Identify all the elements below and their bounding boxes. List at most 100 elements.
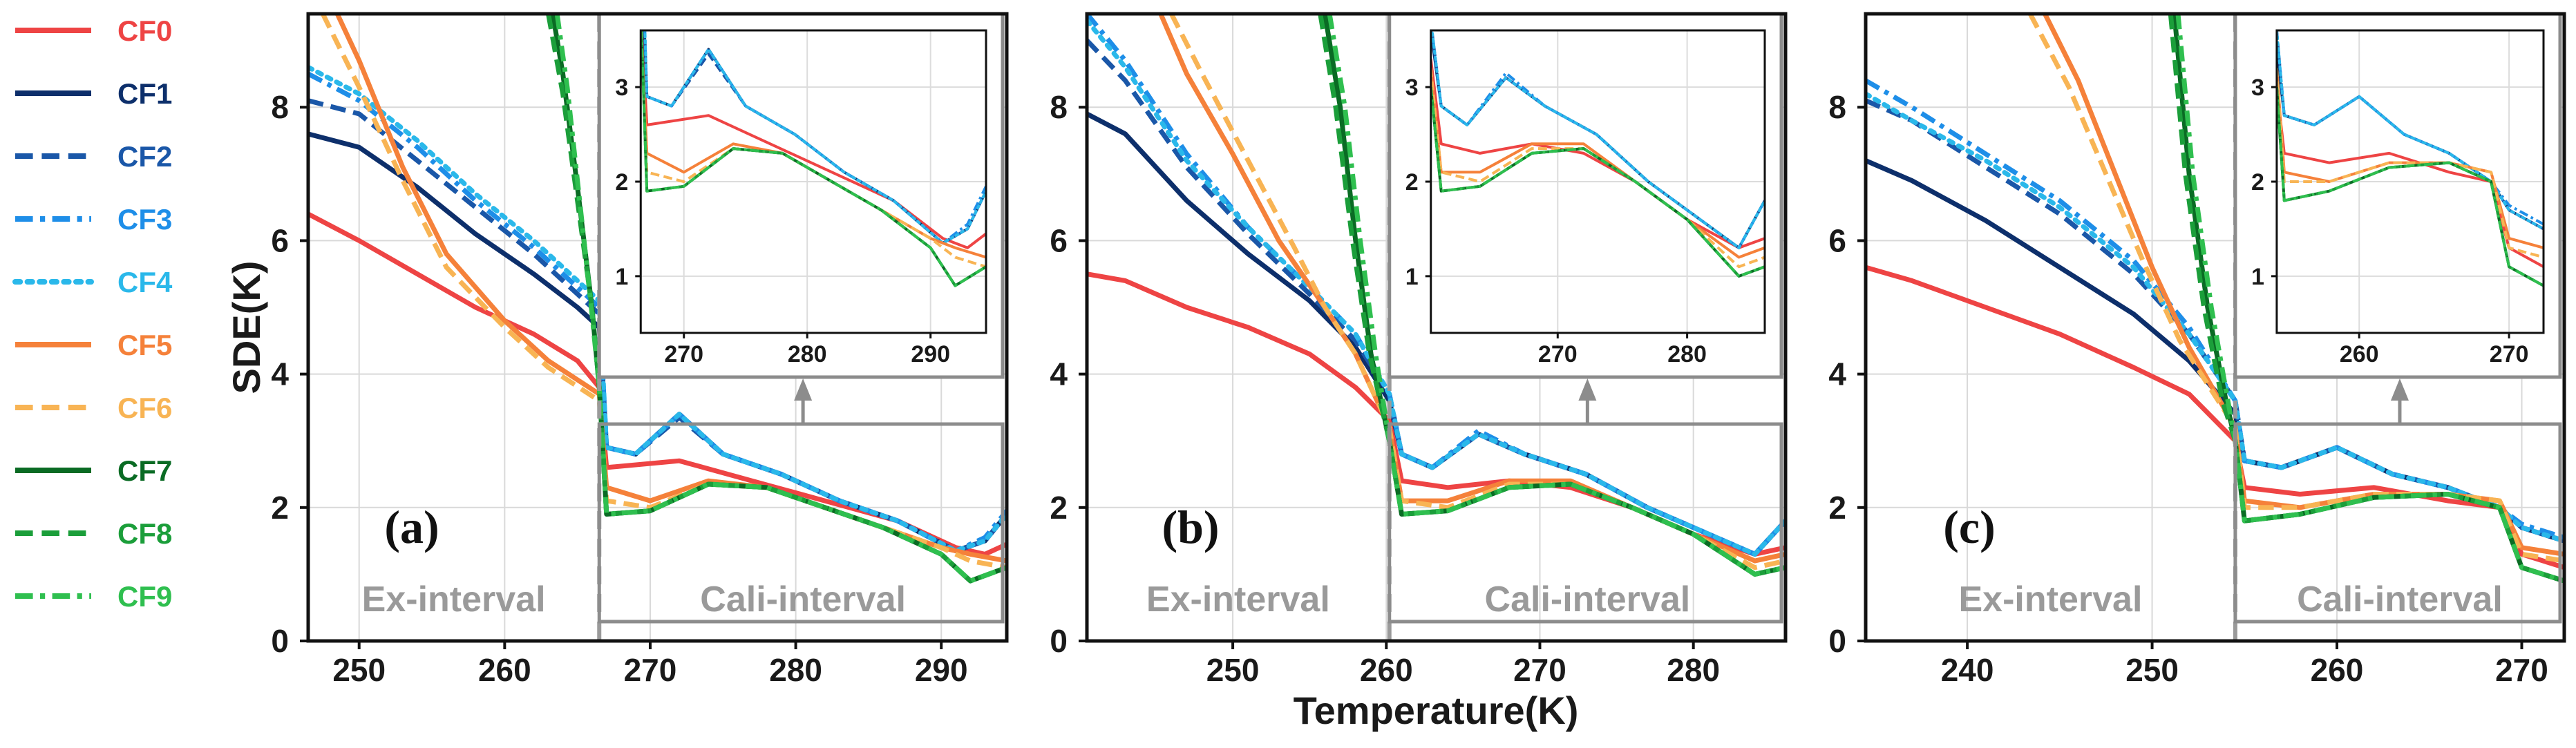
inset-y-tick-label: 3 — [615, 75, 628, 101]
x-tick-label: 260 — [2311, 652, 2364, 688]
series-line-cf2 — [308, 98, 1007, 554]
x-tick-label: 270 — [2495, 652, 2548, 688]
y-tick-label: 2 — [1050, 490, 1068, 526]
inset-y-tick-label: 2 — [2251, 169, 2264, 195]
legend-label-cf3: CF3 — [117, 203, 172, 236]
y-tick-label: 6 — [1828, 222, 1846, 258]
series-line-cf9 — [1327, 14, 1786, 577]
inset-y-tick-label: 1 — [615, 264, 628, 290]
inset-y-tick-label: 2 — [1405, 169, 1419, 195]
x-axis-title: Temperature(K) — [1294, 689, 1579, 732]
inset: 270 280 1 2 3 — [1405, 29, 1766, 367]
x-tick-label: 290 — [915, 652, 968, 688]
panel-label: (b) — [1162, 501, 1219, 553]
cali-interval-box — [1388, 422, 1783, 624]
inset-x-tick-label: 260 — [2340, 341, 2379, 367]
legend-label-cf6: CF6 — [117, 392, 172, 424]
inset-y-tick-label: 2 — [615, 169, 628, 195]
series-line-cf9 — [554, 14, 1007, 584]
inset-x-tick-label: 270 — [2490, 341, 2529, 367]
inset-series-line-cf4 — [1430, 30, 1765, 249]
y-tick-label: 8 — [271, 89, 289, 125]
inset-series-line-cf0 — [641, 30, 986, 249]
y-tick-label: 6 — [1050, 222, 1068, 258]
inset-series-line-cf4 — [643, 30, 986, 244]
inset-x-tick-label: 290 — [911, 341, 950, 367]
series-group — [1087, 14, 1786, 577]
cali-interval-label: Cali-interval — [2297, 579, 2503, 620]
inset-series-line-cf0 — [1430, 58, 1765, 249]
inset-series-line-cf4 — [2276, 30, 2544, 231]
inset-series-line-cf6 — [2276, 68, 2544, 259]
x-tick-label: 280 — [1667, 652, 1720, 688]
cali-interval-box — [2233, 422, 2562, 624]
legend-label-cf2: CF2 — [117, 140, 172, 173]
inset-series-line-cf8 — [1430, 86, 1765, 278]
panel-a: Ex-interval Cali-interval(a)270 280 2901232… — [271, 12, 1009, 688]
inset: 260 270 1 2 3 — [2251, 29, 2545, 367]
inset-x-tick-label: 270 — [664, 341, 703, 367]
legend: CF0 CF1 CF2 CF3 CF4 CF5 CF6 CF7 CF8 CF9 — [12, 15, 173, 613]
plot-frame — [1085, 12, 1788, 643]
ex-interval-label: Ex-interval — [1959, 579, 2143, 620]
inset-outer-frame — [597, 12, 1005, 379]
series-line-cf8 — [2168, 14, 2564, 584]
inset-y-tick-label: 3 — [2251, 75, 2264, 101]
inset-outer-frame — [2233, 12, 2562, 379]
ex-interval-label: Ex-interval — [1146, 579, 1330, 620]
inset-y-tick-label: 1 — [1405, 264, 1419, 290]
cali-interval-label: Cali-interval — [1485, 579, 1691, 620]
y-tick-label: 8 — [1050, 89, 1068, 125]
inset-series-line-cf9 — [2276, 86, 2544, 287]
x-tick-label: 240 — [1941, 652, 1994, 688]
cali-interval-box — [597, 422, 1005, 624]
x-tick-label: 250 — [2125, 652, 2179, 688]
inset-arrow-head — [794, 378, 813, 401]
legend-label-cf7: CF7 — [117, 454, 172, 487]
series-group — [1866, 14, 2564, 584]
inset-outer-frame — [1388, 12, 1783, 379]
inset-y-tick-label: 1 — [2251, 264, 2264, 290]
inset-series-line-cf5 — [1430, 68, 1765, 259]
inset-x-tick-label: 280 — [1667, 341, 1707, 367]
y-tick-label: 4 — [1828, 356, 1846, 392]
y-tick-label: 0 — [1828, 623, 1846, 659]
x-tick-label: 250 — [332, 652, 386, 688]
ex-interval-label: Ex-interval — [362, 579, 546, 620]
inset-series-line-cf9 — [1430, 86, 1765, 278]
inset-arrow-head — [2390, 378, 2409, 401]
inset-series-line-cf9 — [641, 30, 986, 287]
x-tick-label: 280 — [769, 652, 822, 688]
inset-arrow-head — [1578, 378, 1597, 401]
x-tick-label: 260 — [1360, 652, 1413, 688]
inset-y-tick-label: 3 — [1405, 75, 1419, 101]
x-tick-label: 250 — [1206, 652, 1260, 688]
y-tick-label: 0 — [271, 623, 289, 659]
inset-series-group — [1430, 30, 1765, 278]
legend-label-cf9: CF9 — [117, 580, 172, 613]
inset-series-group — [641, 30, 986, 287]
plot-frame — [1864, 12, 2566, 643]
panel-label: (a) — [384, 501, 439, 553]
y-tick-label: 6 — [271, 222, 289, 258]
cali-interval-label: Cali-interval — [700, 579, 906, 620]
y-tick-label: 0 — [1050, 623, 1068, 659]
series-line-cf4 — [308, 64, 1007, 554]
legend-label-cf8: CF8 — [117, 517, 172, 550]
legend-label-cf0: CF0 — [117, 15, 172, 47]
y-tick-label: 4 — [1050, 356, 1068, 392]
panels: Ex-interval Cali-interval(a)270 280 2901232… — [271, 12, 2566, 688]
panel-c: Ex-interval Cali-interval (c) 260 270 1 2 3 240 2… — [1828, 12, 2566, 688]
inset: 270 280 290 1 2 3 — [615, 29, 987, 367]
series-line-cf9 — [2175, 14, 2564, 584]
panel-label: (c) — [1943, 501, 1995, 553]
x-tick-label: 270 — [1513, 652, 1566, 688]
series-group — [308, 14, 1007, 584]
y-tick-label: 4 — [271, 356, 289, 392]
x-tick-label: 260 — [478, 652, 531, 688]
y-tick-label: 8 — [1828, 89, 1846, 125]
legend-label-cf1: CF1 — [117, 77, 172, 110]
inset-series-line-cf5 — [2276, 68, 2544, 249]
y-tick-label: 2 — [271, 490, 289, 526]
